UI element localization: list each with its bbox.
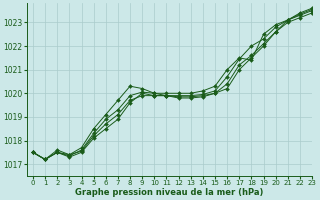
X-axis label: Graphe pression niveau de la mer (hPa): Graphe pression niveau de la mer (hPa) [75, 188, 264, 197]
